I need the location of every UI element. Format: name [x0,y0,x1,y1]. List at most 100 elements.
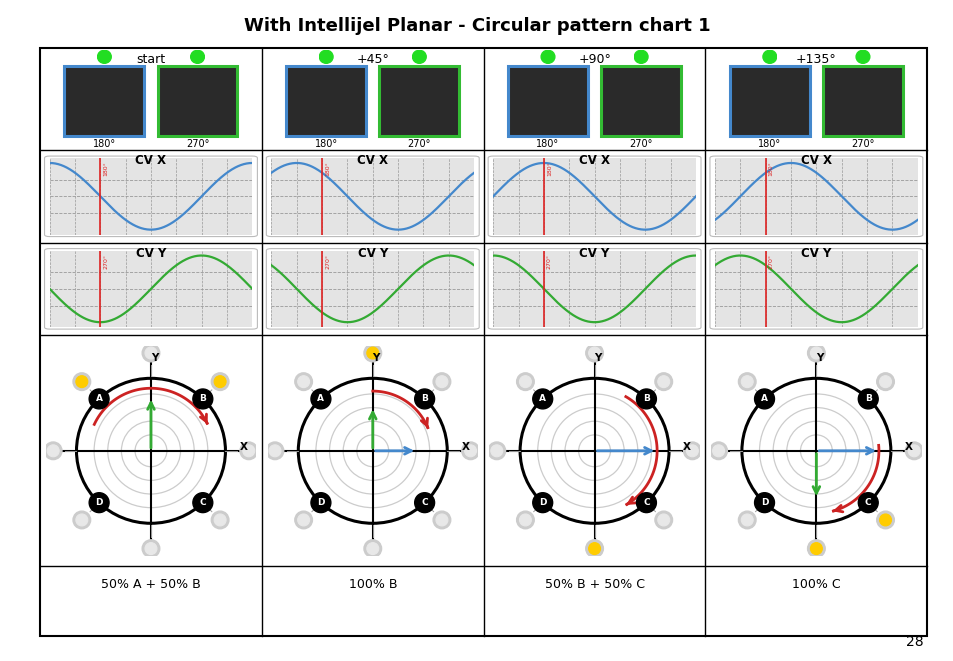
Circle shape [807,540,824,557]
Circle shape [588,347,600,359]
Text: CV Y: CV Y [357,247,388,260]
Circle shape [758,96,781,119]
Text: X: X [682,442,690,452]
Text: 180°: 180° [325,161,330,176]
Text: 180°: 180° [314,139,337,149]
Text: B: B [642,395,649,403]
Circle shape [636,492,656,513]
Circle shape [85,87,124,128]
Text: A: A [317,395,324,403]
Circle shape [73,511,91,529]
Circle shape [807,344,824,362]
Circle shape [402,91,436,124]
Circle shape [311,492,331,513]
Circle shape [740,375,753,387]
Circle shape [540,100,555,115]
Circle shape [412,100,426,115]
Circle shape [749,87,789,128]
Circle shape [193,389,213,409]
Circle shape [213,514,226,526]
Text: 270°: 270° [103,254,109,269]
Circle shape [753,91,785,124]
Text: A: A [95,395,103,403]
Circle shape [858,492,878,513]
Text: CV X: CV X [801,154,831,167]
Circle shape [761,100,777,115]
Circle shape [531,91,564,124]
Circle shape [318,100,334,115]
Circle shape [738,511,756,529]
Circle shape [415,492,435,513]
Text: CV X: CV X [357,154,388,167]
Text: C: C [642,498,649,507]
Circle shape [657,514,669,526]
Text: 270°: 270° [768,254,773,269]
Text: 50% A + 50% B: 50% A + 50% B [101,578,201,591]
Circle shape [181,91,213,124]
Circle shape [876,511,893,529]
Circle shape [211,373,229,391]
Circle shape [193,492,213,513]
Text: Y: Y [594,353,601,364]
Circle shape [528,87,567,128]
Text: D: D [316,498,324,507]
Text: B: B [864,395,871,403]
Text: CV Y: CV Y [578,247,609,260]
Circle shape [45,442,62,459]
Text: 180°: 180° [103,161,109,176]
Circle shape [433,373,450,391]
Circle shape [654,511,672,529]
Circle shape [517,511,534,529]
Text: CV Y: CV Y [801,247,831,260]
Text: 180°: 180° [536,139,559,149]
Circle shape [845,91,879,124]
Circle shape [364,540,381,557]
Circle shape [464,445,476,457]
Text: 180°: 180° [546,161,552,176]
Circle shape [809,543,821,555]
Circle shape [314,96,337,119]
Circle shape [76,375,88,387]
Circle shape [629,96,652,119]
Circle shape [809,347,821,359]
Circle shape [904,442,922,459]
Circle shape [855,50,869,63]
Circle shape [399,87,438,128]
Circle shape [73,373,91,391]
Text: 100% B: 100% B [348,578,396,591]
Circle shape [76,514,88,526]
Circle shape [240,442,257,459]
Text: D: D [95,498,103,507]
Text: +90°: +90° [578,53,610,66]
Circle shape [855,100,869,115]
Circle shape [657,375,669,387]
Circle shape [488,442,505,459]
Circle shape [145,543,157,555]
Circle shape [532,389,552,409]
Circle shape [585,540,602,557]
Circle shape [436,514,447,526]
Circle shape [242,445,254,457]
Text: 270°: 270° [629,139,652,149]
Circle shape [540,50,555,63]
Circle shape [712,445,724,457]
Circle shape [97,50,112,63]
Circle shape [907,445,920,457]
Circle shape [461,442,478,459]
Circle shape [294,373,313,391]
Circle shape [588,543,600,555]
Text: 100% C: 100% C [791,578,840,591]
Text: 50% B + 50% C: 50% B + 50% C [544,578,644,591]
Circle shape [297,514,310,526]
Circle shape [186,96,209,119]
Circle shape [683,442,700,459]
Text: 270°: 270° [850,139,874,149]
Circle shape [407,96,431,119]
Circle shape [306,87,346,128]
Circle shape [532,492,552,513]
Circle shape [294,511,313,529]
Circle shape [415,389,435,409]
Text: With Intellijel Planar - Circular pattern chart 1: With Intellijel Planar - Circular patter… [243,17,710,34]
Circle shape [536,96,559,119]
Circle shape [754,389,774,409]
